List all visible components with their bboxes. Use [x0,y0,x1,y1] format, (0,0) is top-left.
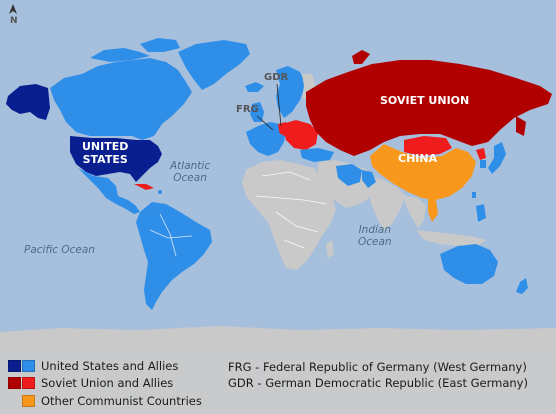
label-china: CHINA [398,152,438,165]
soviet-union [306,60,552,156]
label-atlantic-line2: Ocean [173,172,207,184]
novaya-zemlya [352,50,370,64]
south-america [136,202,212,310]
label-gdr: GDR [264,72,289,83]
cuba [134,184,154,190]
greenland [178,40,250,90]
legend-swatch-soviet-allies [22,377,35,389]
abbreviation-frg: FRG - Federal Republic of Germany (West … [228,360,527,374]
africa [242,160,336,270]
caribbean-islands [158,190,162,194]
label-indian-line2: Ocean [358,236,392,248]
arctic-islands-2 [140,38,180,52]
north-korea [476,148,486,160]
label-indian-line1: Indian [358,224,392,236]
alaska [6,84,50,120]
abbreviation-gdr: GDR - German Democratic Republic (East G… [228,376,528,390]
southeast-asia [404,196,426,228]
taiwan [472,192,476,198]
new-zealand [516,278,528,294]
pakistan [362,170,376,188]
antarctica [0,326,556,345]
legend-label-soviet: Soviet Union and Allies [41,376,174,390]
legend-label-us: United States and Allies [41,359,179,373]
label-usa-line1: UNITED [82,140,129,153]
label-usa: UNITED STATES [82,140,128,166]
legend-item-soviet-allies: Soviet Union and Allies [8,375,173,391]
japan [488,142,506,174]
indonesia [416,230,486,246]
eastern-bloc [282,120,318,150]
vietnam [428,198,438,222]
legend-item-us-allies: United States and Allies [8,358,178,374]
legend-swatch-us-core [8,360,21,372]
legend-swatch-other-communist [22,395,35,407]
frg-pointer-line [256,115,274,131]
label-ussr: SOVIET UNION [380,94,470,107]
china [370,144,476,200]
iceland [245,82,264,92]
north-arrow-icon [9,4,17,14]
scandinavia [276,66,306,118]
legend-item-other-communist: Other Communist Countries [8,393,202,409]
philippines [476,204,486,222]
label-atlantic-ocean: Atlantic Ocean [170,160,210,184]
canada [50,58,192,140]
mexico [78,168,140,214]
compass-letter: N [10,16,18,26]
world-map [0,0,556,345]
madagascar [326,240,334,258]
legend: United States and Allies Soviet Union an… [0,345,556,414]
label-atlantic-line1: Atlantic [170,160,211,172]
india [368,176,406,230]
legend-label-other-communist: Other Communist Countries [41,394,202,408]
united-kingdom [250,102,264,122]
south-korea [480,160,486,168]
kamchatka [516,116,526,136]
legend-swatch-ussr [8,377,21,389]
label-pacific-ocean: Pacific Ocean [24,244,95,256]
mongolia [404,136,452,156]
turkey [300,148,334,162]
australia [440,244,498,284]
label-frg: FRG [236,104,259,115]
label-usa-line2: STATES [82,153,128,166]
usa [70,136,162,182]
label-indian-ocean: Indian Ocean [358,224,392,248]
arctic-islands [90,48,150,62]
iran [336,164,362,186]
legend-swatch-us-allies [22,360,35,372]
gdr-pointer-line [276,83,282,127]
